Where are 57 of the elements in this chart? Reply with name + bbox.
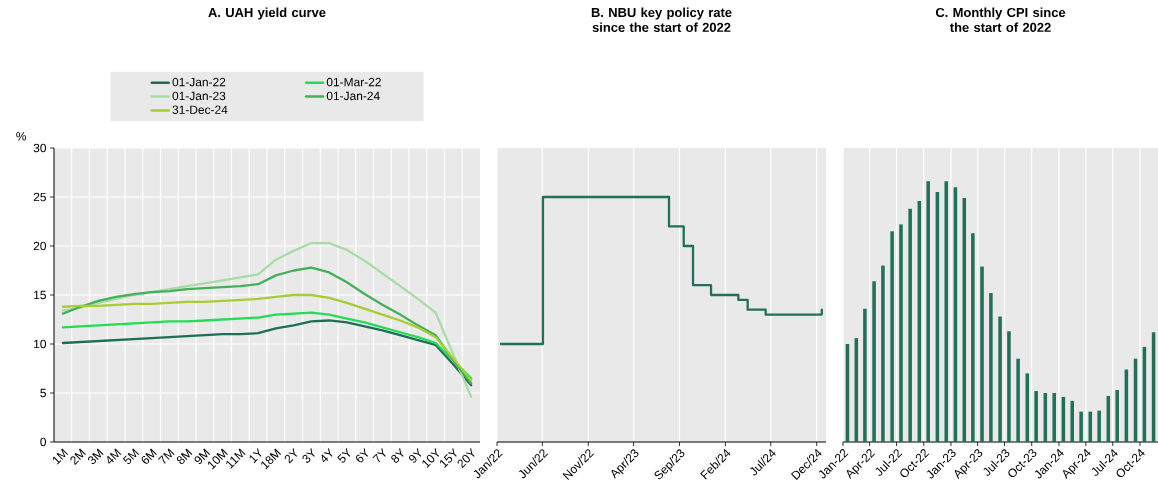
x-tick-label: 7M [158, 448, 175, 464]
y-tick-label: 0 [40, 437, 47, 447]
bar [980, 266, 984, 442]
x-tick-label: 3M [88, 448, 104, 465]
y-axis-title: % [16, 132, 27, 141]
bar [863, 308, 867, 442]
x-tick-label: 8Y [391, 447, 404, 463]
bar [1016, 358, 1020, 442]
legend-label: 01-Jan-24 [326, 91, 380, 101]
legend-label: 01-Jan-22 [172, 77, 226, 87]
bar [1007, 331, 1011, 442]
x-tick-label: 5M [122, 448, 139, 465]
bar [890, 231, 894, 442]
chart-title: A. UAH yield curve [208, 7, 326, 20]
y-tick-label: 30 [33, 143, 47, 153]
x-tick-label: 8M [176, 448, 193, 465]
bar [1052, 393, 1056, 442]
x-tick-label: 10Y [422, 447, 440, 468]
x-tick-label: 6Y [356, 447, 369, 463]
x-tick-label: 20Y [457, 447, 475, 469]
x-tick-label: 1Y [249, 447, 262, 464]
x-tick-label: 2M [70, 448, 86, 465]
y-tick-label: 5 [40, 388, 46, 398]
bar [989, 293, 993, 442]
bar [872, 281, 876, 442]
y-tick-label: 25 [33, 192, 46, 202]
line-series [61, 266, 473, 385]
y-tick-label: 15 [34, 290, 46, 300]
bar [1097, 410, 1101, 442]
bar [944, 181, 949, 442]
x-tick-label: 2Y [284, 447, 298, 464]
legend-label: 01-Jan-23 [172, 91, 226, 101]
x-tick-label: 5Y [337, 447, 351, 463]
x-tick-label: 6M [141, 448, 157, 464]
bar [899, 224, 903, 442]
y-tick-label: 10 [34, 339, 47, 349]
x-tick-label: 3Y [302, 447, 315, 463]
bar [998, 316, 1002, 442]
x-tick-label: 4Y [321, 447, 333, 463]
x-tick-label: 7Y [372, 447, 386, 463]
bar [881, 265, 885, 442]
bar [908, 208, 912, 442]
bar [1034, 391, 1038, 442]
x-tick-label: 9Y [408, 447, 422, 463]
x-tick-label: 15Y [440, 447, 457, 468]
bar [971, 233, 975, 442]
bar [1070, 400, 1075, 442]
legend-label: 01-Mar-22 [326, 77, 381, 87]
bar [926, 181, 930, 442]
chart-title: B. NBU key policy rate since the start of 2022 [591, 7, 732, 32]
chart-title: C. Monthly CPI since the start of 2022 [935, 7, 1066, 32]
bar [1079, 411, 1083, 442]
x-tick-label: 1M [52, 448, 68, 465]
x-tick-label: 4M [107, 448, 122, 464]
bar [1115, 390, 1119, 442]
legend-label: 31-Dec-24 [172, 105, 228, 114]
y-tick-label: 20 [33, 241, 47, 251]
